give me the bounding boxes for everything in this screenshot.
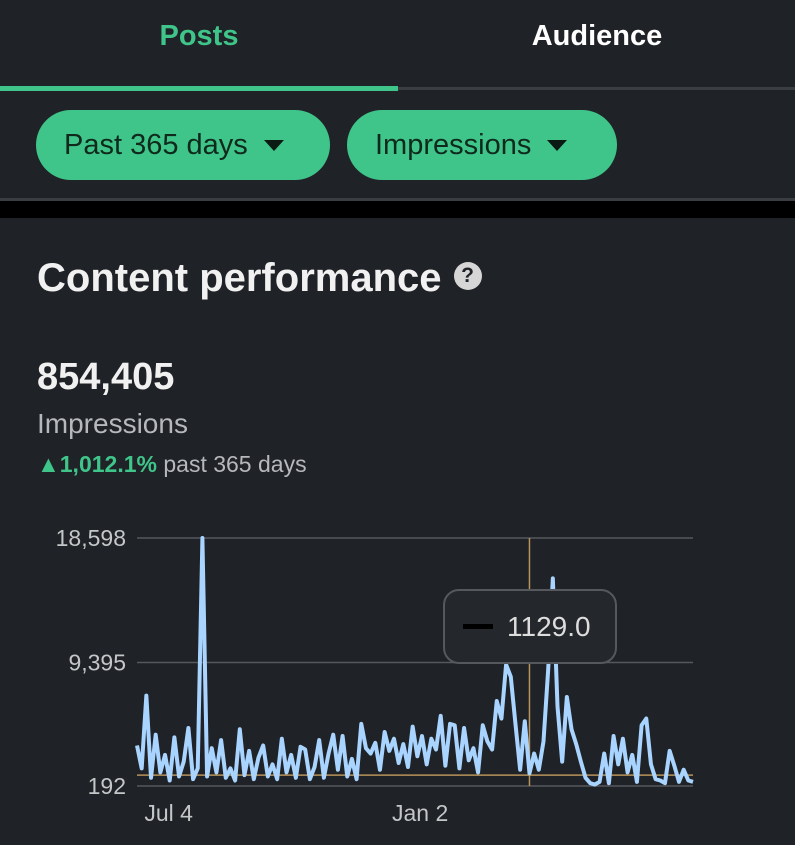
tooltip-value: 1129.0 bbox=[507, 610, 591, 642]
up-arrow-icon: ▲ bbox=[37, 451, 60, 477]
impressions-series-line bbox=[135, 536, 694, 787]
total-impressions: 854,405 bbox=[37, 356, 175, 398]
metric-name: Impressions bbox=[37, 408, 188, 439]
section-title: Content performance? bbox=[37, 256, 482, 301]
change-period: past 365 days bbox=[163, 451, 307, 477]
series-swatch-icon bbox=[463, 624, 493, 629]
tab-bar: Posts Audience bbox=[0, 0, 795, 91]
y-tick-label: 9,395 bbox=[68, 650, 126, 676]
chart-tooltip: 1129.0 bbox=[443, 589, 617, 664]
x-tick-label: Jan 2 bbox=[392, 800, 448, 826]
metric-label: Impressions bbox=[375, 128, 532, 161]
active-tab-indicator bbox=[0, 86, 398, 91]
help-icon[interactable]: ? bbox=[453, 262, 482, 291]
x-tick-label: Jul 4 bbox=[144, 800, 193, 826]
change-percent: 1,012.1% bbox=[59, 451, 157, 477]
caret-down-icon bbox=[547, 139, 568, 151]
tab-audience[interactable]: Audience bbox=[531, 20, 663, 52]
tab-posts[interactable]: Posts bbox=[159, 20, 239, 52]
change-indicator: ▲1,012.1% past 365 days bbox=[37, 451, 307, 478]
date-range-label: Past 365 days bbox=[64, 128, 248, 161]
divider bbox=[0, 198, 795, 218]
date-range-dropdown[interactable]: Past 365 days bbox=[36, 110, 330, 180]
caret-down-icon bbox=[263, 139, 284, 151]
metric-dropdown[interactable]: Impressions bbox=[347, 110, 617, 180]
section-title-text: Content performance bbox=[37, 256, 442, 300]
y-tick-label: 192 bbox=[88, 773, 126, 799]
y-tick-label: 18,598 bbox=[56, 525, 126, 551]
